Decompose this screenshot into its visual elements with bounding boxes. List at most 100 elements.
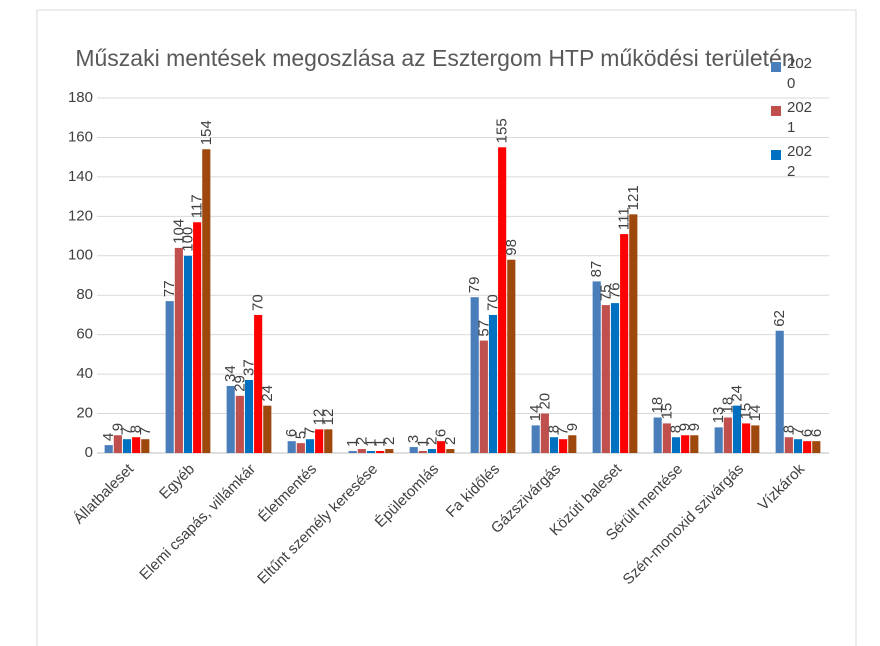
value-label: 29 (231, 375, 248, 392)
bar (357, 449, 366, 453)
bar (122, 439, 132, 453)
bar (446, 449, 455, 453)
value-label: 154 (198, 120, 215, 145)
value-label: 4 (100, 433, 117, 441)
value-label: 9 (677, 423, 694, 431)
bar (498, 147, 507, 454)
bar (742, 423, 751, 453)
bar (254, 314, 263, 453)
bar (812, 441, 821, 453)
bar (629, 214, 638, 453)
legend-swatch (771, 150, 781, 160)
y-tick-label: 180 (68, 89, 93, 106)
bar (226, 385, 235, 453)
value-label: 6 (799, 429, 816, 437)
bar (784, 437, 793, 453)
bar (348, 451, 357, 453)
bar (620, 234, 629, 453)
y-tick-label: 120 (68, 207, 93, 224)
value-label: 121 (625, 185, 642, 210)
y-tick-label: 100 (68, 247, 93, 264)
value-label: 57 (475, 320, 492, 337)
bar (714, 427, 723, 453)
bar (104, 445, 113, 453)
value-label: 12 (320, 409, 337, 426)
bar (165, 301, 174, 453)
bar (601, 305, 610, 453)
y-tick-label: 40 (76, 365, 93, 382)
value-label: 9 (109, 423, 126, 431)
bar (202, 149, 211, 453)
bar (549, 437, 559, 453)
bar (662, 423, 671, 453)
bar (132, 437, 141, 453)
bar (366, 451, 376, 453)
bar (193, 222, 202, 453)
value-label: 111 (616, 207, 633, 230)
bar (376, 451, 385, 453)
value-label: 7 (118, 427, 135, 435)
bar (141, 439, 150, 453)
legend-swatch (771, 62, 781, 72)
value-label: 20 (536, 393, 553, 410)
value-label: 13 (710, 407, 727, 424)
bar (235, 395, 244, 453)
value-label: 79 (466, 277, 483, 294)
bar (470, 297, 479, 453)
legend-entry: 2021 (787, 99, 813, 136)
bar (671, 437, 681, 453)
value-label: 6 (283, 429, 300, 437)
value-label: 12 (311, 409, 328, 426)
bar (287, 441, 296, 453)
bar (479, 340, 488, 453)
bar (244, 380, 254, 453)
bar (793, 439, 803, 453)
bar (174, 247, 183, 453)
value-label: 117 (189, 194, 206, 218)
bar (507, 259, 516, 453)
bar (732, 405, 742, 453)
bar (437, 441, 446, 453)
value-label: 14 (527, 405, 544, 422)
value-label: 70 (250, 294, 267, 311)
legend-swatch (771, 106, 781, 116)
value-label: 37 (240, 359, 257, 376)
legend-entry: 2022 (787, 143, 812, 180)
bar (385, 449, 394, 453)
bar (263, 405, 272, 453)
value-label: 8 (545, 425, 562, 433)
value-label: 6 (433, 429, 450, 437)
value-label: 8 (128, 425, 145, 433)
bar (324, 429, 333, 453)
value-label: 3 (405, 435, 422, 443)
value-label: 24 (259, 385, 276, 402)
value-label: 76 (606, 282, 623, 299)
value-label: 24 (728, 385, 745, 402)
bar (113, 435, 122, 453)
bar (803, 441, 812, 453)
legend-label: 2021 (787, 99, 813, 136)
chart-title: Műszaki mentések megoszlása az Esztergom… (75, 45, 794, 71)
bar (531, 425, 540, 453)
bar (653, 417, 662, 453)
bar (723, 417, 732, 453)
value-label: 9 (564, 423, 581, 431)
bar (488, 314, 498, 453)
bar (681, 435, 690, 453)
value-label: 1 (372, 439, 389, 447)
value-label: 100 (179, 227, 196, 252)
bar (183, 255, 193, 453)
value-label: 7 (301, 427, 318, 435)
value-label: 15 (738, 403, 755, 420)
value-label: 87 (588, 261, 605, 278)
y-tick-label: 0 (85, 444, 93, 461)
bar (305, 439, 315, 453)
value-label: 2 (353, 437, 370, 445)
bar (751, 425, 760, 453)
value-label: 14 (747, 405, 764, 422)
value-label: 7 (137, 427, 154, 435)
y-tick-label: 140 (68, 168, 93, 185)
bar (418, 451, 427, 453)
bar (559, 439, 568, 453)
